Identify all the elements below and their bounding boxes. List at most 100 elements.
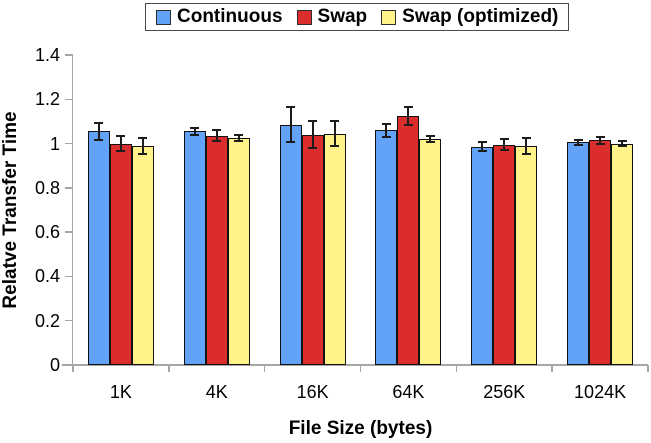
error-bar-cap-top	[425, 134, 435, 137]
legend-item-continuous: Continuous	[156, 6, 283, 28]
bar	[301, 134, 324, 365]
error-bar-cap-bottom	[234, 139, 244, 142]
error-bar-cap-top	[477, 141, 487, 144]
error-bar	[503, 139, 506, 151]
y-axis-tick	[65, 142, 73, 145]
bar	[611, 143, 634, 365]
error-bar-cap-bottom	[381, 135, 391, 138]
y-tick-label: 0.4	[34, 266, 60, 287]
error-bar-cap-top	[573, 139, 583, 142]
error-bar	[429, 135, 432, 143]
y-tick-label: 1	[49, 133, 60, 154]
error-bar-cap-top	[286, 106, 296, 109]
error-bar-cap-bottom	[403, 123, 413, 126]
error-bar-cap-bottom	[212, 140, 222, 143]
error-bar	[237, 135, 240, 141]
error-bar-cap-top	[330, 120, 340, 123]
x-axis-tick	[263, 365, 266, 372]
error-bar-cap-top	[499, 138, 509, 141]
bar	[109, 143, 132, 365]
y-axis-tick	[65, 320, 73, 322]
error-bar-cap-bottom	[94, 139, 104, 142]
bar	[183, 131, 206, 365]
bar	[419, 139, 442, 365]
error-bar-cap-top	[595, 135, 605, 138]
error-bar-cap-top	[403, 106, 413, 109]
y-axis-tick	[65, 187, 73, 189]
legend-label-swap-optimized: Swap (optimized)	[402, 6, 559, 27]
x-axis-tick	[72, 365, 74, 372]
x-tick-label: 4K	[205, 382, 228, 402]
swap-optimized-swatch-icon	[381, 9, 397, 25]
x-axis-tick	[168, 365, 170, 372]
error-bar	[311, 121, 314, 148]
error-bar-cap-top	[308, 120, 318, 123]
continuous-swatch-icon	[156, 9, 171, 25]
bar	[87, 131, 110, 365]
x-axis-tick	[359, 365, 362, 372]
error-bar-cap-bottom	[617, 144, 627, 147]
bar	[131, 145, 154, 365]
error-bar-cap-top	[617, 140, 627, 143]
y-tick-label: 0	[49, 355, 60, 375]
error-bar-cap-bottom	[425, 141, 435, 144]
error-bar	[97, 122, 100, 141]
x-tick-label: 64K	[392, 382, 425, 402]
error-bar	[577, 140, 580, 145]
legend-item-swap-optimized: Swap (optimized)	[381, 6, 558, 28]
error-bar-cap-top	[94, 121, 104, 124]
bar	[227, 138, 250, 365]
y-axis-tick	[65, 54, 73, 56]
x-tick-label: 1K	[109, 382, 132, 402]
error-bar	[333, 121, 336, 146]
x-axis-tick	[551, 365, 553, 372]
error-bar	[407, 107, 410, 125]
error-bar-cap-top	[234, 134, 244, 137]
bar	[323, 133, 346, 365]
error-bar-cap-bottom	[499, 149, 509, 152]
x-axis-tick	[455, 365, 458, 372]
legend-label-swap: Swap	[317, 6, 368, 27]
error-bar	[289, 107, 292, 143]
error-bar	[621, 141, 624, 146]
error-bar-cap-bottom	[521, 152, 531, 155]
y-tick-label: 1.2	[34, 89, 60, 110]
error-bar	[385, 123, 388, 137]
legend-label-continuous: Continuous	[177, 6, 283, 27]
y-axis-tick	[65, 275, 73, 278]
y-axis-tick	[65, 98, 73, 100]
y-tick-label: 0.6	[34, 222, 60, 243]
x-tick-label: 256K	[483, 382, 526, 402]
y-tick-label: 0.2	[34, 310, 60, 331]
y-axis-tick	[65, 231, 73, 233]
error-bar-cap-bottom	[595, 142, 605, 145]
y-axis-line	[72, 55, 74, 365]
swap-swatch-icon	[296, 9, 312, 25]
error-bar-cap-bottom	[190, 133, 200, 136]
error-bar-cap-bottom	[477, 150, 487, 153]
x-tick-label: 1024K	[574, 382, 627, 402]
error-bar	[215, 130, 218, 142]
error-bar-cap-top	[190, 127, 200, 130]
error-bar-cap-top	[116, 134, 126, 137]
y-tick-label: 0.8	[34, 177, 60, 198]
legend: Continuous Swap Swap (optimized)	[145, 3, 570, 31]
error-bar-cap-bottom	[116, 150, 126, 153]
bar	[205, 135, 228, 365]
x-axis-title: File Size (bytes)	[288, 418, 433, 439]
error-bar-cap-bottom	[308, 147, 318, 149]
x-tick-label: 16K	[296, 382, 329, 402]
error-bar	[119, 135, 122, 152]
error-bar	[193, 128, 196, 135]
error-bar-cap-bottom	[138, 152, 148, 155]
x-axis-tick	[647, 365, 649, 372]
bar	[515, 145, 538, 365]
bar	[589, 140, 612, 365]
bar	[375, 130, 398, 365]
x-axis-line	[62, 364, 648, 366]
bar	[471, 146, 494, 365]
error-bar-cap-top	[212, 129, 222, 132]
error-bar-cap-bottom	[573, 143, 583, 146]
error-bar-cap-top	[138, 137, 148, 140]
